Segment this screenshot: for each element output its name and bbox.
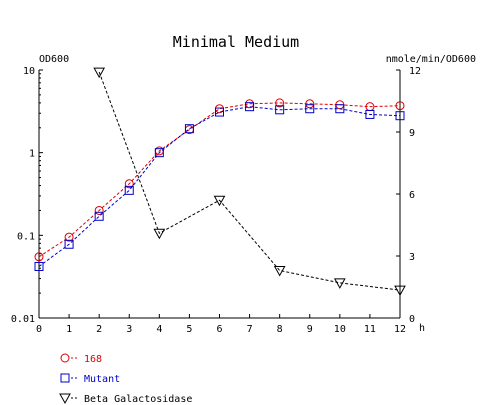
data-point [154,148,164,158]
x-axis-label: h [419,323,425,334]
data-point [305,104,315,114]
data-point [94,211,104,221]
x-tick-label: 1 [66,324,72,335]
right-y-tick-label: 9 [409,128,415,139]
x-tick-label: 2 [96,324,102,335]
chart-title: Minimal Medium [173,33,299,51]
x-tick-label: 6 [216,324,222,335]
data-point [335,104,345,114]
x-tick-label: 12 [394,324,406,335]
left-y-tick-label: 10 [23,66,35,77]
legend-item: 168 [60,353,102,365]
data-point [34,261,44,271]
plot-area [34,67,406,297]
series-line [98,71,401,291]
data-point [395,111,405,121]
data-point [124,185,134,195]
series-3 [93,67,406,297]
right-y-tick-label: 3 [409,252,415,263]
data-point [305,99,315,109]
data-point [34,252,44,262]
left-y-tick-label: 0.01 [11,314,35,325]
right-y-tick-label: 12 [409,66,421,77]
x-tick-label: 9 [307,324,313,335]
right-y-tick-label: 6 [409,190,415,201]
data-point [93,67,106,79]
series-line [38,106,401,267]
x-tick-label: 3 [126,324,132,335]
x-tick-label: 7 [247,324,253,335]
left-axis-label: OD600 [39,54,69,65]
data-point [275,98,285,108]
x-tick-label: 4 [156,324,162,335]
data-point [395,101,405,111]
data-point [275,105,285,115]
right-y-tick-label: 0 [409,314,415,325]
legend-marker [60,373,70,383]
legend-item: Mutant [60,373,120,385]
data-point [94,205,104,215]
legend-marker [59,393,71,405]
legend-label: 168 [84,354,102,365]
data-point [365,109,375,119]
legend-item: Beta Galactosidase [59,393,192,405]
series-1 [34,98,405,262]
legend-marker [60,353,70,363]
legend-label: Beta Galactosidase [84,394,192,405]
x-tick-label: 5 [186,324,192,335]
x-tick-label: 8 [277,324,283,335]
left-y-tick-label: 1 [29,149,35,160]
data-point [64,232,74,242]
data-point [273,265,286,277]
data-point [245,102,255,112]
data-point [394,285,406,297]
series-2 [34,102,405,271]
data-point [215,107,224,117]
series-line [38,102,401,258]
x-tick-label: 11 [364,324,376,335]
left-y-tick-label: 0.1 [17,231,35,242]
data-point [184,124,194,134]
data-point [124,179,134,189]
data-point [213,195,226,207]
data-point [153,228,166,240]
legend-label: Mutant [84,374,120,385]
legend: 168 Mutant Beta Galactosidase [59,353,192,405]
x-tick-label: 10 [334,324,346,335]
data-point [64,239,74,249]
x-tick-label: 0 [36,324,42,335]
data-point [333,278,346,289]
right-axis-label: nmole/min/OD600 [386,54,476,65]
